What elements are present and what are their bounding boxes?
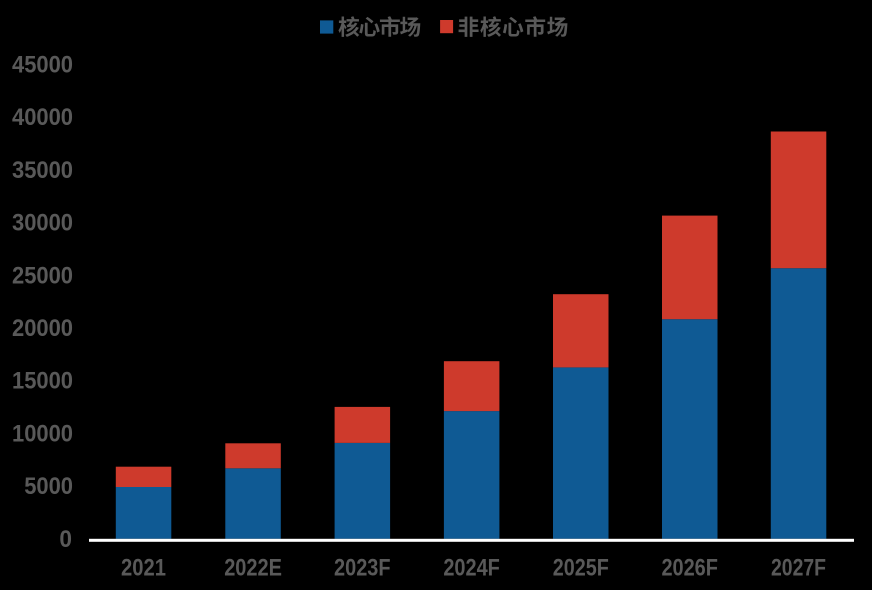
svg-text:5000: 5000: [24, 473, 73, 500]
svg-text:2023F: 2023F: [334, 555, 391, 582]
svg-text:30000: 30000: [12, 210, 73, 237]
svg-text:15000: 15000: [12, 368, 73, 395]
svg-text:2024F: 2024F: [443, 555, 500, 582]
svg-text:35000: 35000: [12, 157, 73, 184]
svg-text:10000: 10000: [12, 420, 73, 447]
svg-text:2021: 2021: [121, 555, 166, 582]
svg-text:2027F: 2027F: [771, 555, 826, 582]
svg-text:45000: 45000: [12, 52, 73, 79]
svg-text:40000: 40000: [12, 104, 73, 131]
svg-text:20000: 20000: [12, 315, 73, 342]
svg-text:2026F: 2026F: [661, 555, 718, 582]
svg-text:25000: 25000: [12, 262, 73, 289]
svg-text:2025F: 2025F: [553, 555, 609, 582]
svg-text:2022E: 2022E: [224, 555, 282, 582]
svg-text:0: 0: [59, 526, 72, 553]
